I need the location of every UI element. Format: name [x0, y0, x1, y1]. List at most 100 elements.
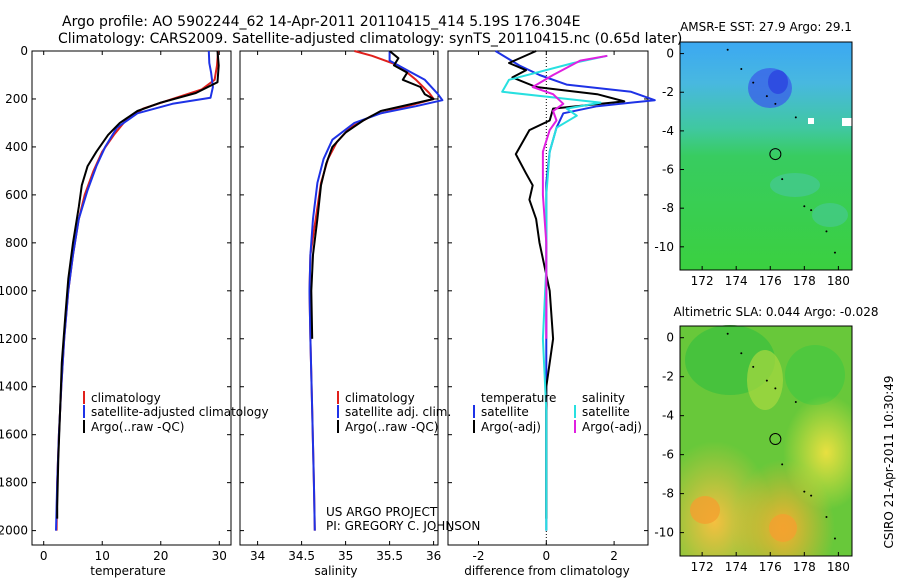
island-marker: [752, 365, 755, 368]
x-tick-label: -2: [473, 549, 485, 563]
map-y-tick-label: -2: [662, 85, 674, 99]
temperature-panel: [31, 50, 232, 546]
y-tick-label: 200: [5, 92, 28, 106]
island-marker: [794, 116, 797, 119]
y-tick-label: 1400: [0, 380, 28, 394]
legend-argo-label: Argo(..raw -QC): [91, 420, 184, 434]
y-tick-label: 1200: [0, 332, 28, 346]
legend-argo-label: Argo(..raw -QC): [345, 420, 438, 434]
x-tick-labels: 0 10 20 30 34 34.5 35 35.5 36 -2 0 2: [40, 549, 618, 563]
map-x-tick-label: 174: [725, 274, 748, 288]
map-y-tick-label: -2: [662, 370, 674, 384]
temperature-xlabel: temperature: [90, 564, 165, 578]
island-marker: [825, 516, 828, 519]
legend-climatology-label: climatology: [91, 391, 161, 405]
island-marker: [774, 102, 777, 105]
island-marker: [810, 494, 813, 497]
x-tick-label: 35.5: [376, 549, 403, 563]
series-line-climatology: [55, 50, 220, 531]
map-y-tick-label: 0: [666, 47, 674, 61]
figure-title-line2: Climatology: CARS2009. Satellite-adjuste…: [58, 31, 682, 47]
sst-map: [679, 41, 853, 271]
map-x-tick-label: 174: [725, 560, 748, 574]
legend-sal-argo-label: Argo(-adj): [582, 420, 642, 434]
map-y-tick-label: -4: [662, 124, 674, 138]
salinity-panel: [239, 50, 439, 546]
csiro-timestamp: CSIRO 21-Apr-2011 10:30:49: [882, 375, 896, 548]
legend-sal-satellite-label: satellite: [582, 405, 630, 419]
y-tick-label: 400: [5, 140, 28, 154]
map-y-tick-label: -10: [654, 240, 674, 254]
island-marker: [765, 379, 768, 382]
island-marker: [781, 178, 784, 181]
sst-map-title: AMSR-E SST: 27.9 Argo: 29.1: [680, 20, 852, 34]
x-tick-label: 34.5: [288, 549, 315, 563]
map-y-tick-label: -8: [662, 487, 674, 501]
sla-high-core: [690, 496, 720, 524]
island-marker: [825, 230, 828, 233]
map-y-tick-label: -10: [654, 526, 674, 540]
island-marker: [774, 387, 777, 390]
sst-warm-patch-core: [768, 70, 788, 94]
credit-line2: PI: GREGORY C. JOHNSON: [326, 519, 480, 533]
y-tick-label: 0: [20, 44, 28, 58]
legend-satellite-label: satellite-adjusted climatology: [91, 405, 269, 419]
y-tick-label: 1000: [0, 284, 28, 298]
x-tick-label: 0: [40, 549, 48, 563]
legend-satellite-label: satellite adj. clim.: [345, 405, 451, 419]
depth-tick-labels: 0 200 400 600 800 1000 1200 1400 1600 1800 2000: [0, 44, 28, 538]
map-x-tick-label: 180: [827, 560, 850, 574]
sst-missing-pixel: [842, 118, 852, 126]
island-marker: [781, 463, 784, 466]
series-line-satellite-adj-clim: [308, 51, 444, 531]
map-x-tick-label: 178: [793, 560, 816, 574]
map-y-tick-label: -6: [662, 448, 674, 462]
map-x-tick-label: 172: [691, 560, 714, 574]
temperature-series: [32, 50, 231, 545]
difference-panel: [447, 50, 649, 546]
map-y-tick-label: 0: [666, 331, 674, 345]
profile-location-marker: [769, 433, 782, 446]
island-marker: [752, 81, 755, 84]
island-marker: [726, 48, 729, 51]
sst-map-axes: 172 174 176 178 180 0 -2 -4 -6 -8 -10: [654, 47, 849, 288]
island-marker: [810, 209, 813, 212]
x-tick-label: 30: [212, 549, 227, 563]
figure-title-line1: Argo profile: AO 5902244_62 14-Apr-2011 …: [62, 14, 581, 30]
y-tick-label: 800: [5, 236, 28, 250]
x-tick-label: 10: [95, 549, 110, 563]
difference-series: [448, 50, 656, 545]
x-tick-label: 0: [542, 549, 550, 563]
sst-pale-patch: [812, 203, 848, 227]
salinity-legend: climatology satellite adj. clim. Argo(..…: [337, 391, 451, 434]
island-marker: [740, 352, 743, 355]
sla-map: [679, 325, 853, 557]
map-y-tick-label: -4: [662, 409, 674, 423]
island-marker: [794, 401, 797, 404]
island-marker: [833, 251, 836, 254]
series-line-satellite-adjusted-climatology: [55, 50, 214, 531]
island-marker: [726, 332, 729, 335]
y-tick-label: 2000: [0, 524, 28, 538]
map-y-tick-label: -8: [662, 201, 674, 215]
difference-legend: temperature satellite Argo(-adj) salinit…: [473, 391, 642, 434]
island-marker: [740, 68, 743, 71]
legend-temp-argo-label: Argo(-adj): [481, 420, 541, 434]
legend-temperature-title: temperature: [481, 391, 556, 405]
x-tick-label: 35: [338, 549, 353, 563]
series-line-salinity-satellite: [501, 54, 608, 531]
series-line-salinity-argo-adj: [531, 54, 608, 339]
series-line-temperature-satellite: [494, 50, 656, 531]
sst-missing-pixel: [808, 118, 814, 124]
island-marker: [765, 95, 768, 98]
y-tick-label: 1800: [0, 476, 28, 490]
map-x-tick-label: 176: [759, 560, 782, 574]
difference-xlabel: difference from climatology: [464, 564, 630, 578]
island-marker: [833, 537, 836, 540]
sla-map-title: Altimetric SLA: 0.044 Argo: -0.028: [673, 305, 878, 319]
legend-salinity-title: salinity: [582, 391, 625, 405]
sst-pale-patch: [770, 173, 820, 197]
series-line-climatology: [308, 50, 435, 531]
map-x-tick-label: 180: [827, 274, 850, 288]
